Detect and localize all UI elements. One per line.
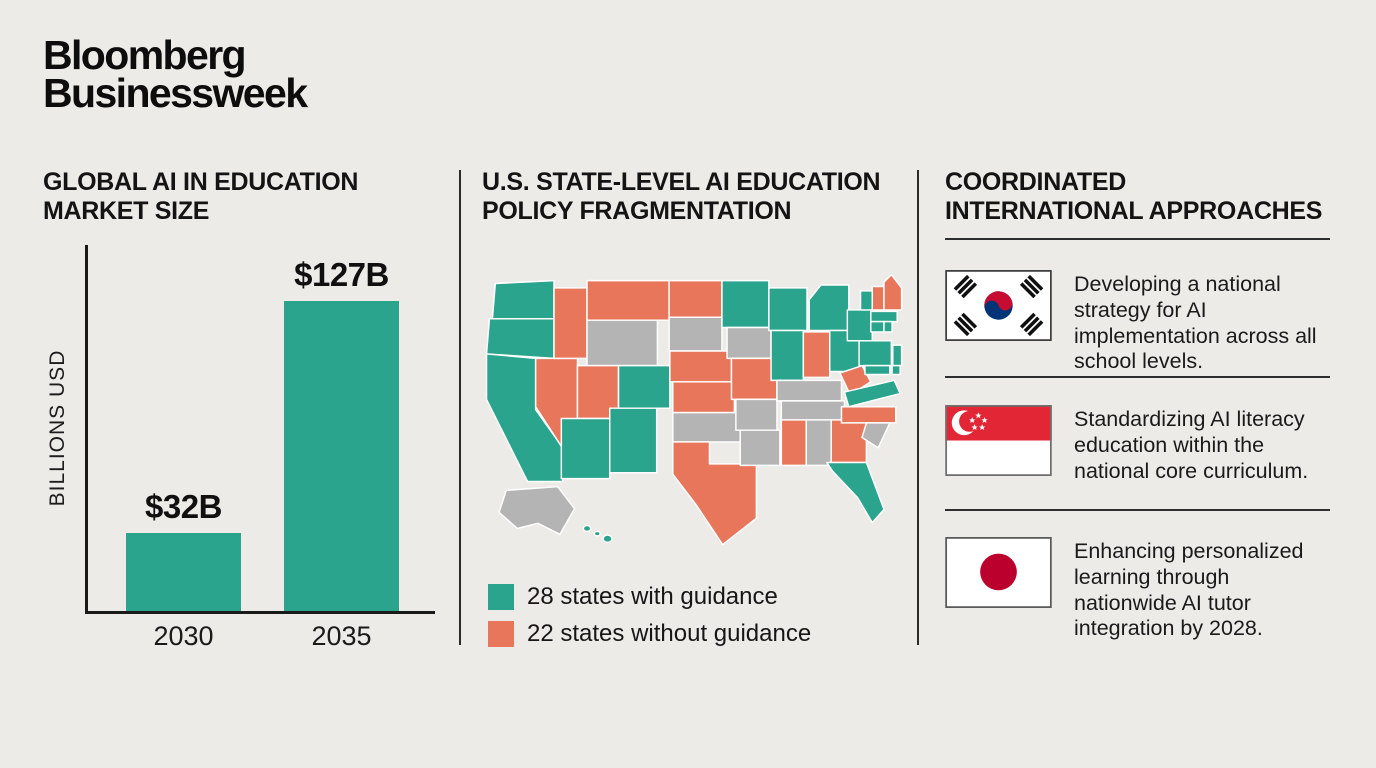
singapore-flag-icon bbox=[945, 405, 1052, 476]
us-states-choropleth-map bbox=[485, 273, 903, 546]
teal-swatch-icon bbox=[488, 584, 514, 610]
policy-fragmentation-title: U.S. STATE-LEVEL AI EDUCATION POLICY FRA… bbox=[482, 168, 881, 225]
south-korea-flag-icon bbox=[945, 270, 1052, 341]
international-row-japan: Enhancing personalized learning through … bbox=[945, 537, 1335, 642]
legend-label-without: 22 states without guidance bbox=[527, 620, 812, 647]
rule-between-row2-row3 bbox=[945, 509, 1330, 511]
orange-swatch-icon bbox=[488, 621, 514, 647]
logo-line-1: Bloomberg bbox=[43, 32, 247, 78]
panel-divider-right bbox=[917, 170, 919, 645]
bar-2035: $127B bbox=[284, 256, 399, 611]
bar-2030-value-label: $32B bbox=[145, 488, 222, 525]
logo-line-2: Businessweek bbox=[43, 70, 308, 117]
bar-2035-value-label: $127B bbox=[294, 256, 389, 293]
international-title-line1: COORDINATED bbox=[945, 168, 1126, 196]
bar-2030-rect bbox=[126, 533, 241, 611]
singapore-description: Standardizing AI literacy education with… bbox=[1074, 407, 1309, 483]
bar-2030: $32B bbox=[126, 488, 241, 611]
x-tick-2035: 2035 bbox=[311, 621, 372, 651]
legend-label-with: 28 states with guidance bbox=[527, 583, 778, 610]
japan-description: Enhancing personalized learning through … bbox=[1074, 539, 1304, 641]
bar-chart: $32B $127B 2030 2035 bbox=[85, 245, 435, 651]
bloomberg-businessweek-logo: Bloomberg Businessweek bbox=[43, 32, 308, 117]
south-korea-description: Developing a national strategy for AI im… bbox=[1074, 272, 1317, 374]
legend-item-without-guidance: 22 states without guidance bbox=[488, 620, 811, 648]
market-size-title: GLOBAL AI IN EDUCATION MARKET SIZE bbox=[43, 168, 358, 225]
panel-divider-left bbox=[459, 170, 461, 645]
bar-2035-rect bbox=[284, 301, 399, 611]
international-row-south-korea: Developing a national strategy for AI im… bbox=[945, 270, 1335, 375]
x-tick-2030: 2030 bbox=[153, 621, 214, 651]
market-size-title-line2: MARKET SIZE bbox=[43, 196, 210, 225]
international-row-singapore: Standardizing AI literacy education with… bbox=[945, 405, 1335, 484]
map-legend: 28 states with guidance 22 states withou… bbox=[488, 583, 811, 657]
international-approaches-title: COORDINATED INTERNATIONAL APPROACHES bbox=[945, 168, 1322, 225]
policy-title-line2: POLICY FRAGMENTATION bbox=[482, 196, 792, 225]
y-axis-label: BILLIONS USD bbox=[46, 349, 69, 507]
rule-between-row1-row2 bbox=[945, 376, 1330, 378]
japan-flag-icon bbox=[945, 537, 1052, 608]
international-title-line2: INTERNATIONAL APPROACHES bbox=[945, 196, 1323, 225]
market-size-title-line1: GLOBAL AI IN EDUCATION bbox=[43, 168, 359, 196]
policy-title-line1: U.S. STATE-LEVEL AI EDUCATION bbox=[482, 168, 881, 196]
rule-under-title bbox=[945, 238, 1330, 240]
legend-item-with-guidance: 28 states with guidance bbox=[488, 583, 811, 611]
